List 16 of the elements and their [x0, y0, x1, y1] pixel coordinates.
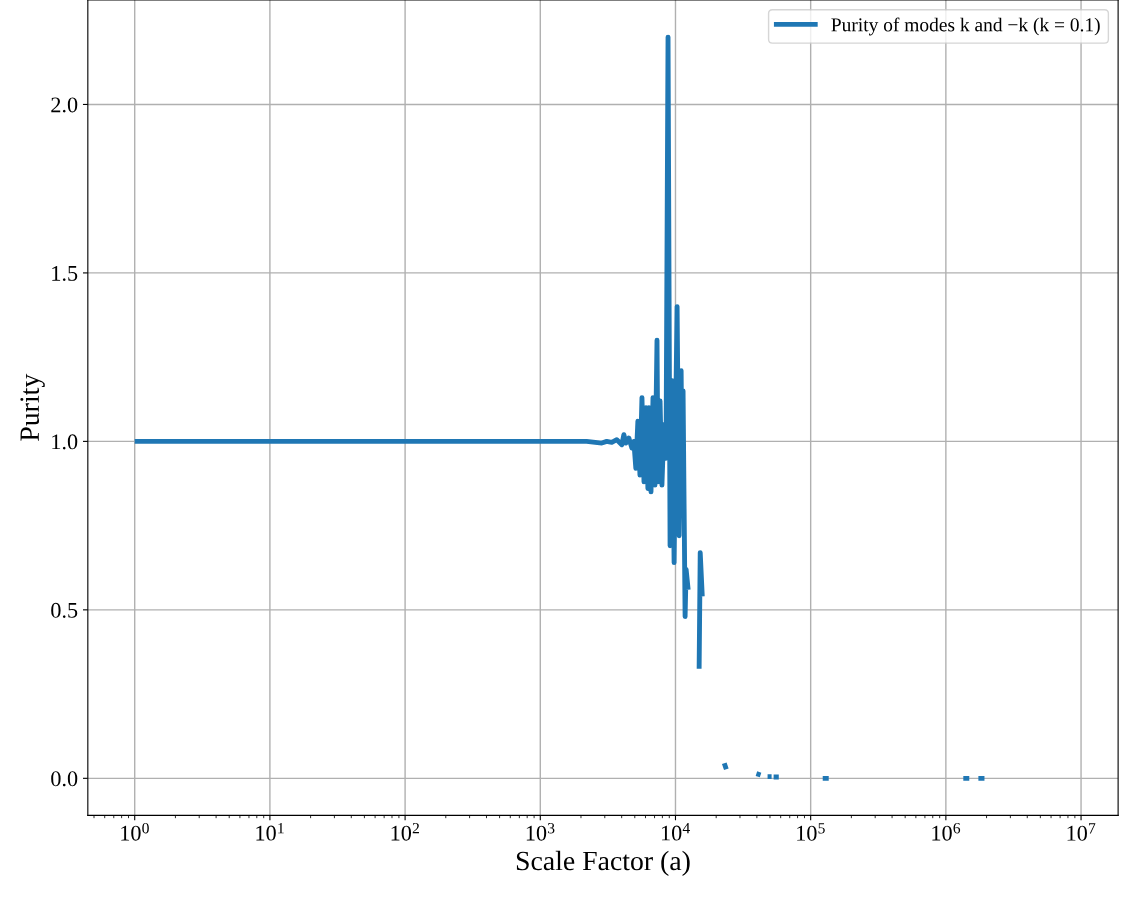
- y-axis-title: Purity: [20, 373, 45, 441]
- y-tick-label: 2.0: [51, 97, 78, 113]
- x-tick-label: 10$^{1}$: [256, 822, 284, 841]
- legend-label: Purity of modes k and −k (k = 0.1): [831, 17, 1100, 36]
- y-tick-label: 0.0: [51, 771, 78, 787]
- x-tick-label: 10$^{6}$: [932, 822, 961, 841]
- y-tick-label: 1.5: [52, 265, 78, 281]
- x-tick-label: 10$^{7}$: [1067, 823, 1096, 841]
- x-axis-title: Scale Factor (a): [516, 850, 690, 877]
- x-tick-label: 10$^{2}$: [391, 822, 419, 841]
- x-tick-label: 10$^{4}$: [661, 822, 690, 841]
- x-tick-label: 10$^{0}$: [121, 822, 149, 841]
- y-tick-label: 1.0: [52, 434, 78, 450]
- x-tick-label: 10$^{5}$: [797, 823, 825, 841]
- x-tick-label: 10$^{3}$: [526, 822, 555, 841]
- y-tick-label: 0.5: [51, 602, 78, 618]
